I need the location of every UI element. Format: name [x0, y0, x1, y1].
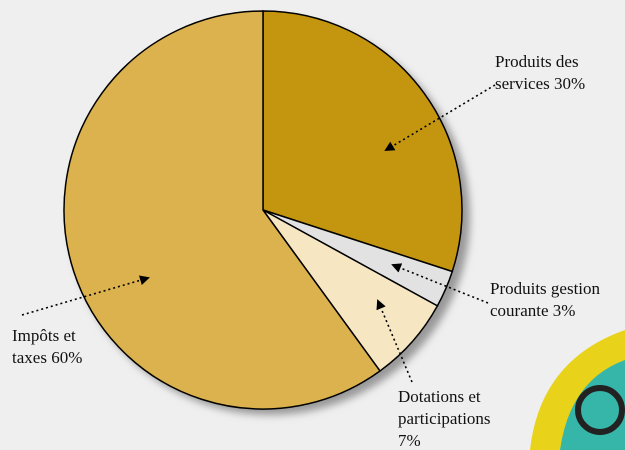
category-label: Dotations et participations	[398, 387, 491, 428]
category-label: Impôts et taxes	[12, 326, 76, 367]
value-label: 60%	[51, 348, 83, 367]
slice-label: Impôts et taxes 60%	[12, 325, 102, 369]
category-label: Produits des services	[495, 52, 579, 93]
category-label: Produits gestion courante	[490, 279, 601, 320]
slice-label: Produits des services 30%	[495, 51, 607, 95]
value-label: 30%	[554, 74, 586, 93]
slice-label: Produits gestion courante 3%	[490, 278, 625, 322]
pie-slice	[63, 10, 382, 410]
decoration	[530, 330, 625, 450]
value-label: 7%	[398, 431, 421, 450]
leader-lines	[21, 84, 496, 383]
value-label: 3%	[552, 301, 576, 320]
pie-slice	[262, 10, 463, 273]
slice-label: Dotations et participations 7%	[398, 386, 510, 450]
